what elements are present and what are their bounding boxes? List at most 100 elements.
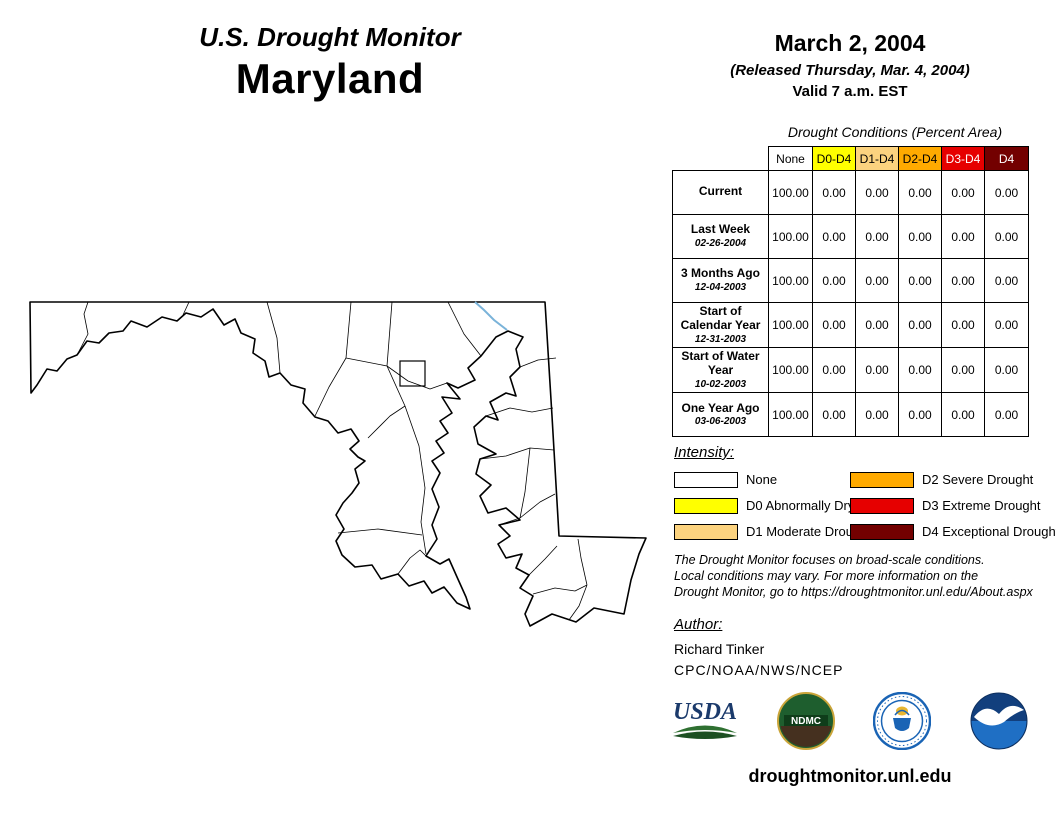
row-label-date: 03-06-2003 (694, 416, 747, 428)
table-title: Drought Conditions (Percent Area) (787, 124, 1003, 140)
col-header-d2d4: D2-D4 (898, 146, 942, 171)
row-label-text: 3 Months Ago (681, 266, 760, 281)
table-row-start-water-year: Start of Water Year 10-02-2003 100.00 0.… (672, 347, 1029, 394)
date-block: March 2, 2004 (Released Thursday, Mar. 4… (650, 30, 1050, 100)
disclaimer-text: The Drought Monitor focuses on broad-sca… (674, 552, 1033, 600)
author-heading: Author: (674, 616, 723, 633)
state-outline (29, 301, 647, 627)
row-label-text: Current (698, 184, 743, 199)
disclaimer-line: Local conditions may vary. For more info… (674, 569, 979, 583)
col-header-d0d4: D0-D4 (812, 146, 856, 171)
table-cell: 100.00 (768, 214, 813, 259)
legend-item-none: None (674, 471, 850, 488)
col-header-none: None (768, 146, 813, 171)
table-cell: 0.00 (941, 214, 985, 259)
disclaimer-line: Drought Monitor, go to https://droughtmo… (674, 585, 1033, 599)
table-cell: 0.00 (812, 392, 856, 438)
table-row-last-week: Last Week 02-26-2004 100.00 0.00 0.00 0.… (672, 214, 1029, 259)
legend-title: Intensity: (674, 444, 735, 461)
noaa-logo (970, 692, 1028, 750)
legend-label: D4 Exceptional Drought (922, 524, 1056, 539)
usda-swoosh-icon (673, 725, 737, 739)
ndmc-wordmark: NDMC (791, 716, 821, 727)
table-cell: 100.00 (768, 258, 813, 303)
maryland-map-svg (29, 301, 647, 627)
table-cell: 100.00 (768, 392, 813, 438)
table-cell: 0.00 (941, 301, 985, 349)
row-label: Current (672, 170, 769, 215)
legend-label: None (746, 472, 778, 487)
legend-item-d3: D3 Extreme Drought (850, 497, 1056, 514)
table-cell: 100.00 (768, 301, 813, 349)
legend-item-d2: D2 Severe Drought (850, 471, 1056, 488)
author-organization: CPC/NOAA/NWS/NCEP (674, 662, 844, 678)
ndmc-logo: NDMC (776, 692, 835, 750)
usda-logo: USDA (672, 700, 738, 742)
table-cell: 0.00 (855, 214, 899, 259)
table-cell: 0.00 (812, 301, 856, 349)
valid-time: Valid 7 a.m. EST (792, 83, 908, 100)
row-label: Last Week 02-26-2004 (672, 214, 769, 259)
ndmc-logo-icon: NDMC (776, 692, 835, 750)
table-cell: 0.00 (941, 392, 985, 438)
table-cell: 0.00 (812, 214, 856, 259)
state-name: Maryland (235, 55, 425, 102)
table-cell: 0.00 (898, 170, 942, 215)
noaa-logo-icon (970, 692, 1028, 750)
maryland-map (28, 296, 648, 641)
table-cell: 0.00 (855, 301, 899, 349)
table-cell: 0.00 (898, 258, 942, 303)
commerce-seal (873, 692, 932, 750)
legend-swatch-d4 (850, 523, 914, 540)
row-label-date: 10-02-2003 (694, 378, 747, 390)
legend-label: D0 Abnormally Dry (746, 498, 855, 513)
susquehanna-river (474, 301, 508, 331)
legend-swatch-none (674, 471, 738, 488)
legend-label: D3 Extreme Drought (922, 498, 1041, 513)
legend-item-d1: D1 Moderate Drought (674, 523, 871, 540)
table-cell: 0.00 (898, 214, 942, 259)
author-name: Richard Tinker (674, 641, 765, 657)
table-cell: 0.00 (812, 170, 856, 215)
row-label-text: Start of Water Year (681, 349, 760, 377)
logo-row: USDA NDMC (672, 690, 1028, 752)
table-cell: 0.00 (812, 258, 856, 303)
table-cell: 0.00 (941, 347, 985, 394)
author-block: Author: Richard Tinker CPC/NOAA/NWS/NCEP (674, 616, 843, 678)
table-row-one-year-ago: One Year Ago 03-06-2003 100.00 0.00 0.00… (672, 392, 1029, 438)
baltimore-city-box (399, 360, 426, 387)
table-cell: 100.00 (768, 347, 813, 394)
row-label: Start of Water Year 10-02-2003 (672, 347, 769, 394)
row-label: Start of Calendar Year 12-31-2003 (672, 301, 769, 349)
table-cell: 0.00 (898, 392, 942, 438)
col-header-d4: D4 (984, 146, 1029, 171)
table-cell: 0.00 (984, 214, 1029, 259)
county-borders (76, 301, 588, 621)
table-cell: 0.00 (898, 347, 942, 394)
row-label-date: 12-04-2003 (694, 282, 747, 294)
table-cell: 0.00 (984, 301, 1029, 349)
legend-label: D1 Moderate Drought (746, 524, 872, 539)
intensity-legend: Intensity: None D0 Abnormally Dry D1 Mod… (674, 444, 1056, 540)
col-header-d3d4: D3-D4 (941, 146, 985, 171)
legend-swatch-d3 (850, 497, 914, 514)
table-cell: 0.00 (855, 347, 899, 394)
table-cell: 0.00 (941, 170, 985, 215)
table-header-row: None D0-D4 D1-D4 D2-D4 D3-D4 D4 (672, 146, 1029, 171)
drought-conditions-table: None D0-D4 D1-D4 D2-D4 D3-D4 D4 Current … (672, 146, 1029, 438)
table-cell: 0.00 (984, 258, 1029, 303)
table-cell: 0.00 (855, 392, 899, 438)
row-label-date: 12-31-2003 (694, 333, 747, 345)
table-row-current: Current 100.00 0.00 0.00 0.00 0.00 0.00 (672, 170, 1029, 215)
table-cell: 0.00 (855, 258, 899, 303)
table-cell: 0.00 (984, 392, 1029, 438)
disclaimer-line: The Drought Monitor focuses on broad-sca… (674, 553, 985, 567)
commerce-seal-icon (873, 692, 932, 750)
table-cell: 0.00 (855, 170, 899, 215)
legend-item-d4: D4 Exceptional Drought (850, 523, 1056, 540)
legend-item-d0: D0 Abnormally Dry (674, 497, 854, 514)
title-block: U.S. Drought Monitor Maryland (60, 22, 600, 103)
table-cell: 0.00 (812, 347, 856, 394)
legend-label: D2 Severe Drought (922, 472, 1034, 487)
table-corner-cell (672, 146, 769, 171)
